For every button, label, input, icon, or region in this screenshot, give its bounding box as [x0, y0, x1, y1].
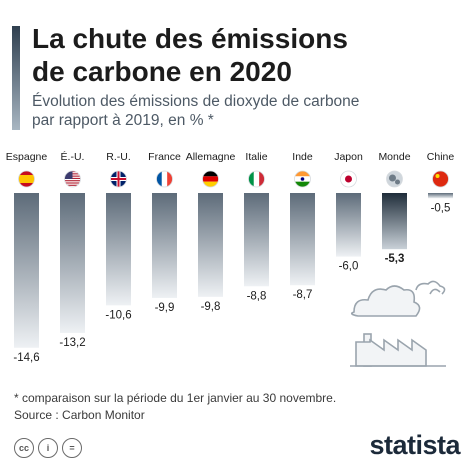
germany-flag-icon — [202, 170, 219, 188]
japan-flag-icon — [340, 170, 357, 188]
category-label: Japon — [334, 151, 363, 163]
bar — [60, 193, 85, 333]
value-label: -8,8 — [247, 290, 267, 302]
category-label: Espagne — [6, 151, 48, 163]
bar-chart: Espagne -14,6 É.-U. -13,2 R.-U. -10,6 France -9… — [6, 150, 455, 364]
uk-flag-icon — [110, 170, 127, 188]
bar — [14, 193, 39, 348]
bar — [336, 193, 361, 257]
footnote-note: * comparaison sur la période du 1er janv… — [14, 391, 337, 405]
bar — [244, 193, 269, 287]
value-label: -8,7 — [293, 289, 313, 301]
title-line-2: de carbone en 2020 — [32, 56, 292, 87]
france-flag-icon — [156, 170, 173, 188]
category-label: Chine — [427, 151, 455, 163]
factory-illustration — [350, 280, 446, 367]
attribution-icon[interactable]: i — [38, 438, 58, 458]
category-label: É.-U. — [61, 150, 85, 163]
bar — [198, 193, 223, 297]
creative-commons-icon[interactable]: cc — [14, 438, 34, 458]
value-label: -9,9 — [155, 302, 175, 314]
bar — [106, 193, 131, 306]
bar — [152, 193, 177, 298]
italy-flag-icon — [248, 170, 265, 188]
page-title: La chute des émissions de carbone en 202… — [32, 22, 348, 88]
bar — [290, 193, 315, 286]
page-subtitle: Évolution des émissions de dioxyde de ca… — [32, 92, 359, 130]
bar — [428, 193, 453, 199]
category-label: Monde — [378, 151, 410, 163]
globe-icon — [386, 170, 403, 188]
footnote: * comparaison sur la période du 1er janv… — [14, 390, 336, 424]
value-label: -9,8 — [201, 301, 221, 313]
subtitle-line-2: par rapport à 2019, en % * — [32, 112, 214, 129]
category-label: R.-U. — [106, 151, 131, 163]
title-line-1: La chute des émissions — [32, 23, 348, 54]
category-label: Italie — [245, 151, 267, 163]
value-label: -5,3 — [385, 253, 405, 265]
value-label: -0,5 — [431, 202, 451, 214]
value-label: -10,6 — [105, 309, 131, 321]
value-label: -6,0 — [339, 261, 359, 273]
subtitle-line-1: Évolution des émissions de dioxyde de ca… — [32, 93, 360, 110]
category-label: Inde — [292, 151, 313, 163]
bar-highlight — [382, 193, 407, 250]
category-label: France — [148, 151, 181, 163]
value-label: -14,6 — [13, 352, 39, 364]
footnote-source: Source : Carbon Monitor — [14, 408, 145, 422]
spain-flag-icon — [18, 170, 35, 188]
title-accent-bar — [12, 26, 20, 130]
value-label: -13,2 — [59, 337, 85, 349]
statista-logo[interactable]: statista — [369, 430, 460, 460]
china-flag-icon — [432, 170, 449, 188]
no-derivatives-icon[interactable]: = — [62, 438, 82, 458]
india-flag-icon — [294, 170, 311, 188]
category-label: Allemagne — [186, 151, 236, 163]
usa-flag-icon — [64, 170, 81, 188]
